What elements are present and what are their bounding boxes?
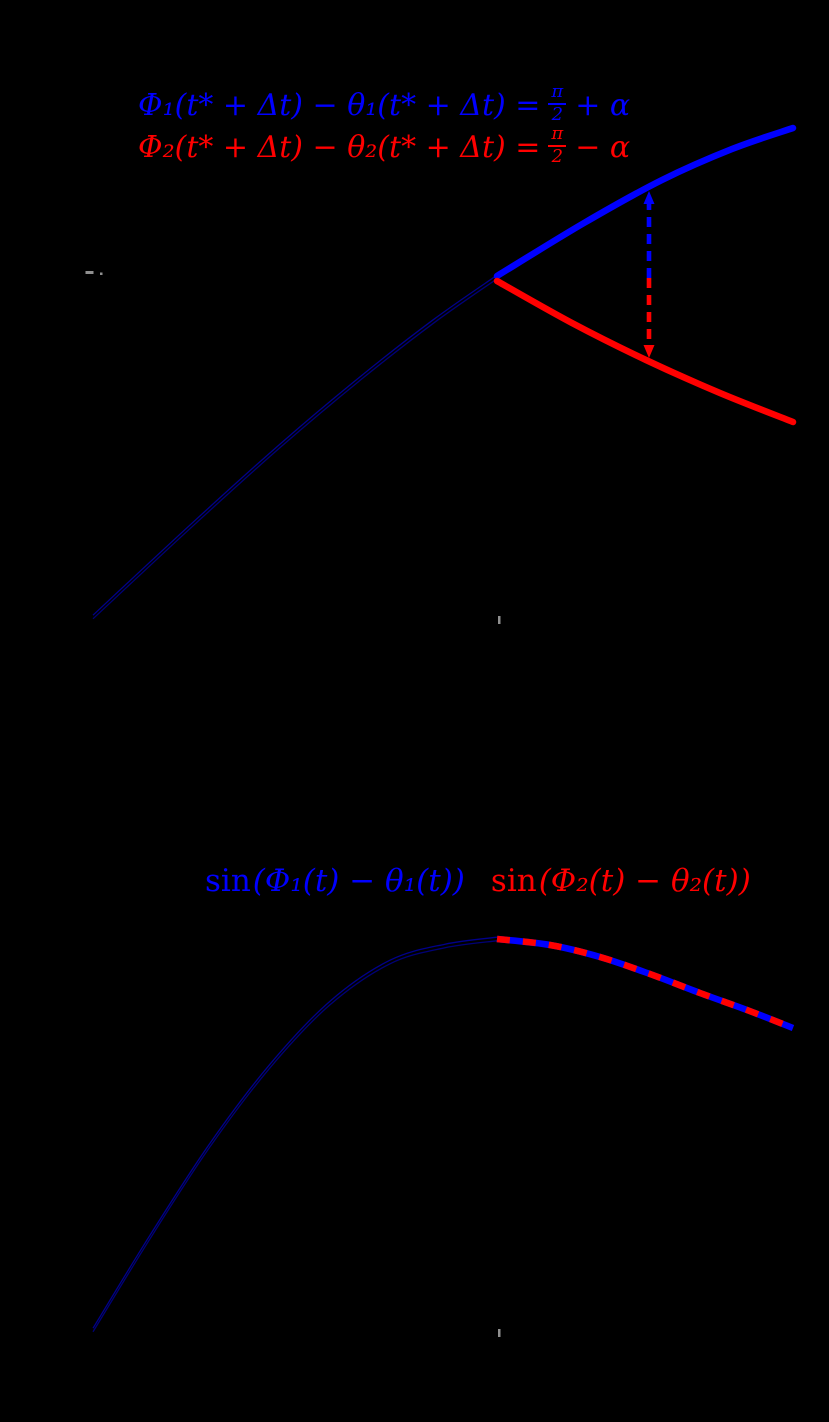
equation-phi2-tail: − α	[575, 129, 631, 165]
legend-sin-phi1: sin(Φ₁(t) − θ₁(t))	[205, 863, 465, 899]
fraction-denominator: 2	[551, 104, 564, 125]
pre-split-common-phase-difference-line-1	[92, 274, 498, 616]
legend-sin-phi2: sin(Φ₂(t) − θ₂(t))	[491, 863, 751, 899]
pre-peak-common-sine-line-1	[92, 936, 498, 1329]
equation-phi1: Φ₁(t* + Δt) − θ₁(t* + Δt) = π 2 + α	[138, 82, 631, 126]
arrowhead-up-icon	[643, 191, 655, 204]
equation-phi1-lhs: Φ₁(t* + Δt) − θ₁(t* + Δt) =	[138, 87, 541, 123]
bottom-legend: sin(Φ₁(t) − θ₁(t)) sin(Φ₂(t) − θ₂(t))	[205, 863, 751, 899]
arrowhead-down-icon	[643, 345, 655, 358]
pi-over-2-fraction: π 2	[548, 124, 567, 167]
equation-phi2: Φ₂(t* + Δt) − θ₂(t* + Δt) = π 2 − α	[138, 124, 631, 168]
phi2-minus-theta2-after-tstar	[493, 277, 797, 426]
equation-phi2-lhs: Φ₂(t* + Δt) − θ₂(t* + Δt) =	[138, 129, 541, 165]
fraction-numerator: π	[548, 124, 567, 147]
coincident-sines-after-tstar-dashes	[496, 935, 795, 1032]
pre-split-common-phase-difference-line-2	[92, 278, 498, 620]
axis-tick-mark	[498, 1329, 501, 1337]
legend-sin-phi1-args: (Φ₁(t) − θ₁(t))	[252, 863, 465, 899]
legend-sin-phi2-args: (Φ₂(t) − θ₂(t))	[538, 863, 751, 899]
equation-phi1-tail: + α	[575, 87, 631, 123]
fraction-denominator: 2	[551, 146, 564, 167]
pre-peak-common-sine-line-2	[92, 940, 498, 1333]
faint-axis-dot-mark	[100, 272, 103, 275]
coincident-sines-after-tstar-base	[496, 935, 795, 1032]
faint-fraction-bar-mark	[85, 271, 94, 274]
fraction-numerator: π	[548, 82, 567, 105]
sin-function-label: sin	[205, 863, 251, 899]
top-equations: Φ₁(t* + Δt) − θ₁(t* + Δt) = π 2 + α Φ₂(t…	[138, 82, 631, 168]
pi-over-2-fraction: π 2	[548, 82, 567, 125]
phi1-minus-theta1-after-tstar	[493, 124, 797, 280]
sin-function-label: sin	[490, 863, 537, 899]
axis-tick-mark	[498, 616, 501, 624]
